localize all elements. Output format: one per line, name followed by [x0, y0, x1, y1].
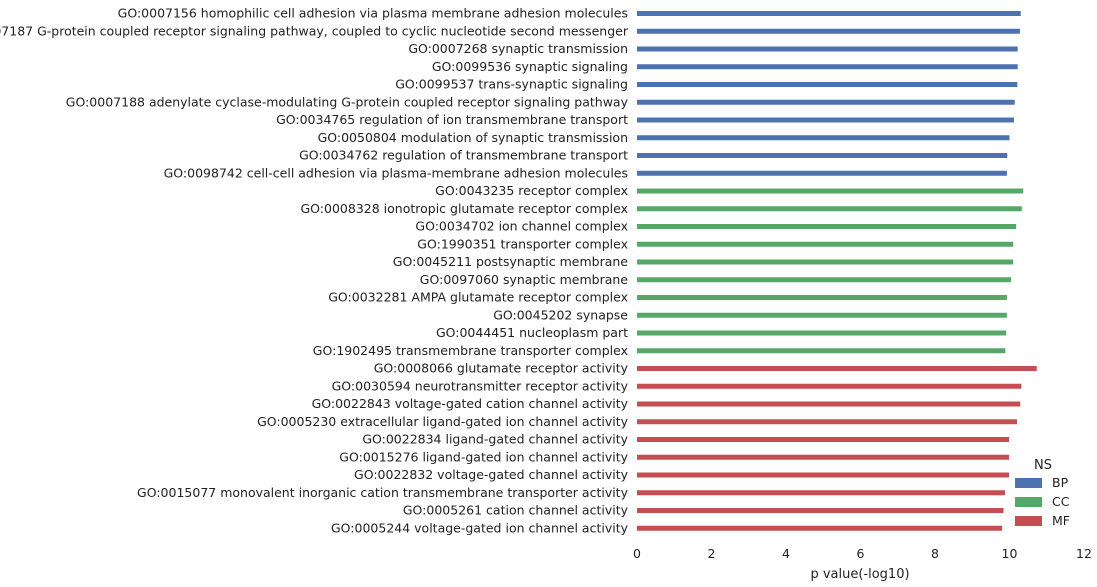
x-tick-label-5: 10 — [1002, 546, 1018, 561]
bar-21 — [637, 383, 1022, 389]
category-label-3: GO:0099536 synaptic signaling — [432, 59, 628, 74]
bar-26 — [637, 472, 1010, 478]
bar-8 — [637, 153, 1008, 158]
bar-9 — [637, 170, 1007, 176]
legend-swatch-mf — [1015, 516, 1042, 526]
bar-23 — [637, 419, 1017, 425]
category-label-2: GO:0007268 synaptic transmission — [408, 41, 628, 56]
x-tick-label-1: 2 — [708, 546, 716, 561]
category-label-7: GO:0050804 modulation of synaptic transm… — [318, 130, 628, 145]
category-label-12: GO:0034702 ion channel complex — [415, 219, 628, 234]
category-label-24: GO:0022834 ligand-gated channel activity — [362, 432, 628, 447]
bars-layer — [637, 11, 1037, 531]
category-label-6: GO:0034765 regulation of ion transmembra… — [276, 112, 628, 127]
category-label-13: GO:1990351 transporter complex — [417, 236, 628, 251]
category-label-16: GO:0032281 AMPA glutamate receptor compl… — [328, 290, 628, 305]
bar-14 — [637, 259, 1014, 265]
category-label-15: GO:0097060 synaptic membrane — [420, 272, 629, 287]
bar-29 — [637, 525, 1003, 531]
bar-28 — [637, 508, 1004, 513]
bar-19 — [637, 348, 1006, 354]
x-tick-label-2: 4 — [782, 546, 790, 561]
category-label-11: GO:0008328 ionotropic glutamate receptor… — [301, 201, 629, 216]
x-axis-label: p value(-log10) — [810, 567, 909, 582]
category-label-10: GO:0043235 receptor complex — [435, 183, 628, 198]
x-tick-label-0: 0 — [633, 546, 641, 561]
category-label-0: GO:0007156 homophilic cell adhesion via … — [118, 6, 628, 21]
category-label-29: GO:0005244 voltage-gated ion channel act… — [331, 520, 629, 535]
bar-24 — [637, 437, 1010, 442]
bar-27 — [637, 490, 1006, 496]
category-label-23: GO:0005230 extracellular ligand-gated io… — [257, 414, 629, 429]
x-tick-label-6: 12 — [1076, 546, 1092, 561]
category-label-4: GO:0099537 trans-synaptic signaling — [395, 77, 628, 92]
category-label-18: GO:0044451 nucleoplasm part — [436, 325, 628, 340]
bar-25 — [637, 454, 1010, 460]
legend-title: NS — [1034, 458, 1052, 473]
bar-17 — [637, 312, 1007, 318]
category-label-5: GO:0007188 adenylate cyclase-modulating … — [66, 94, 629, 109]
category-label-25: GO:0015276 ligand-gated ion channel acti… — [339, 449, 628, 464]
legend-label-bp: BP — [1052, 475, 1069, 490]
bar-15 — [637, 277, 1011, 283]
category-label-14: GO:0045211 postsynaptic membrane — [393, 254, 629, 269]
bar-16 — [637, 295, 1007, 300]
category-label-27: GO:0015077 monovalent inorganic cation t… — [137, 485, 629, 500]
legend-label-mf: MF — [1052, 513, 1070, 528]
bar-18 — [637, 330, 1007, 336]
category-label-8: GO:0034762 regulation of transmembrane t… — [299, 148, 628, 163]
legend-swatch-bp — [1015, 478, 1042, 488]
x-axis-ticks: 0 2 4 6 8 10 12 — [633, 546, 1092, 561]
bar-3 — [637, 64, 1018, 70]
bar-1 — [637, 28, 1020, 34]
category-label-26: GO:0022832 voltage-gated channel activit… — [354, 467, 629, 482]
bar-4 — [637, 82, 1018, 87]
category-labels: GO:0007156 homophilic cell adhesion via … — [0, 6, 629, 536]
category-label-28: GO:0005261 cation channel activity — [403, 503, 629, 518]
bar-7 — [637, 135, 1010, 141]
x-tick-label-4: 8 — [931, 546, 939, 561]
bar-10 — [637, 188, 1024, 194]
category-label-19: GO:1902495 transmembrane transporter com… — [313, 343, 628, 358]
bar-12 — [637, 224, 1017, 229]
legend: NS BP CC MF — [1015, 458, 1070, 528]
x-tick-label-3: 6 — [857, 546, 865, 561]
category-label-1: GO:0007187 G-protein coupled receptor si… — [0, 23, 629, 38]
bar-6 — [637, 117, 1014, 123]
bar-20 — [637, 366, 1037, 371]
category-label-22: GO:0022843 voltage-gated cation channel … — [312, 396, 629, 411]
legend-label-cc: CC — [1052, 494, 1070, 509]
bar-2 — [637, 46, 1018, 52]
bar-11 — [637, 206, 1022, 212]
category-label-20: GO:0008066 glutamate receptor activity — [374, 361, 629, 376]
bar-5 — [637, 99, 1015, 105]
legend-swatch-cc — [1015, 497, 1042, 507]
category-label-17: GO:0045202 synapse — [493, 307, 628, 322]
category-label-9: GO:0098742 cell-cell adhesion via plasma… — [164, 165, 628, 180]
category-label-21: GO:0030594 neurotransmitter receptor act… — [332, 378, 629, 393]
bar-13 — [637, 241, 1014, 247]
bar-22 — [637, 401, 1021, 407]
bar-0 — [637, 11, 1021, 16]
